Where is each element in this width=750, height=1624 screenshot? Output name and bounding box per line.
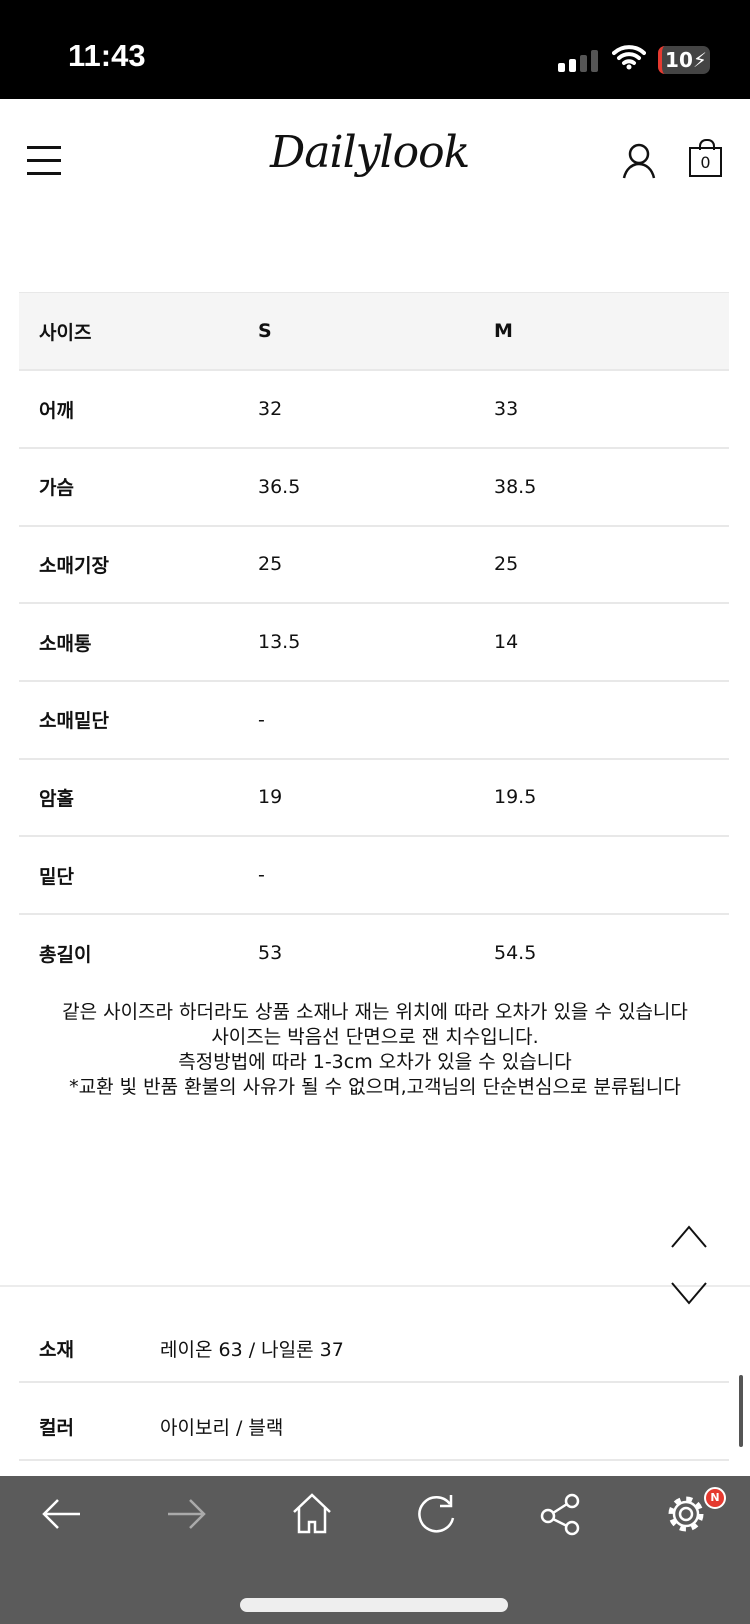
scroll-down-icon[interactable] — [670, 1275, 708, 1313]
size-notes: 같은 사이즈라 하더라도 상품 소재나 재는 위치에 따라 오차가 있을 수 있… — [0, 1000, 750, 1100]
note-line: 사이즈는 박음선 단면으로 잰 치수입니다. — [211, 1026, 539, 1048]
cell-label: 암홀 — [19, 758, 258, 838]
cart-count: 0 — [700, 153, 711, 172]
back-arrow-icon[interactable] — [40, 1492, 84, 1536]
header-cell: M — [494, 292, 729, 372]
status-bar: 11:43 10⚡ — [0, 0, 750, 99]
cell-label: 소매통 — [19, 603, 258, 682]
color-label: 컬러 — [39, 1417, 74, 1439]
table-row: 어깨 32 33 — [19, 370, 729, 449]
cell-m: 38.5 — [494, 447, 729, 527]
cell-m — [494, 680, 729, 760]
size-table: 사이즈 S M 어깨 32 33 가슴 36.5 38.5 소매기장 25 25 소매통 13… — [19, 292, 729, 992]
cell-s: 32 — [258, 370, 494, 449]
table-row: 소매기장 25 25 — [19, 525, 729, 605]
hamburger-menu-icon[interactable] — [27, 146, 61, 185]
note-line: 같은 사이즈라 하더라도 상품 소재나 재는 위치에 따라 오차가 있을 수 있… — [62, 1001, 688, 1023]
cell-label: 밑단 — [19, 836, 258, 915]
logo[interactable]: Dailylook — [270, 127, 470, 178]
divider — [0, 1285, 750, 1287]
material-value: 레이온 63 / 나일론 37 — [160, 1339, 344, 1361]
cell-s: 19 — [258, 758, 494, 838]
table-header-row: 사이즈 S M — [19, 292, 729, 372]
home-indicator[interactable] — [240, 1598, 508, 1612]
header-cell: S — [258, 292, 494, 372]
wifi-icon — [612, 45, 646, 70]
cell-label: 가슴 — [19, 447, 258, 527]
cell-m: 19.5 — [494, 758, 729, 838]
color-value: 아이보리 / 블랙 — [160, 1417, 284, 1439]
settings-gear-icon[interactable] — [664, 1492, 708, 1536]
cell-label: 어깨 — [19, 370, 258, 449]
cell-s: 36.5 — [258, 447, 494, 527]
site-header: Dailylook 0 — [0, 99, 750, 209]
cell-s: - — [258, 836, 494, 915]
cell-s: - — [258, 680, 494, 760]
cell-s: 53 — [258, 942, 283, 965]
scrollbar[interactable] — [739, 1375, 743, 1447]
forward-arrow-icon[interactable] — [164, 1492, 208, 1536]
cart-icon[interactable]: 0 — [689, 139, 722, 177]
share-icon[interactable] — [540, 1492, 584, 1536]
material-label: 소재 — [39, 1339, 74, 1361]
cell-m: 33 — [494, 370, 729, 449]
cell-m — [494, 836, 729, 915]
cell-m: 14 — [494, 603, 729, 682]
note-line: 측정방법에 따라 1-3cm 오차가 있을 수 있습니다 — [178, 1051, 572, 1073]
header-cell: 사이즈 — [19, 292, 258, 372]
home-icon[interactable] — [290, 1492, 334, 1536]
battery-icon: 10⚡ — [658, 46, 710, 74]
cell-label: 소매기장 — [19, 525, 258, 605]
table-row: 총길이 53 54.5 — [19, 914, 729, 992]
cell-label: 소매밑단 — [19, 680, 258, 760]
notification-badge: N — [704, 1487, 726, 1509]
signal-icon — [558, 50, 598, 72]
table-row: 암홀 19 19.5 — [19, 758, 729, 838]
material-row: 소재 레이온 63 / 나일론 37 — [19, 1305, 729, 1383]
scroll-up-icon[interactable] — [670, 1217, 708, 1255]
battery-level: 10 — [665, 48, 693, 72]
browser-toolbar — [0, 1476, 750, 1624]
cell-s: 13.5 — [258, 603, 494, 682]
table-row: 가슴 36.5 38.5 — [19, 447, 729, 527]
cell-m: 25 — [494, 525, 729, 605]
clock: 11:43 — [68, 38, 146, 73]
cell-s: 25 — [258, 525, 494, 605]
note-line: *교환 빛 반품 환불의 사유가 될 수 없으며,고객님의 단순변심으로 분류됩… — [69, 1076, 681, 1098]
user-icon[interactable] — [622, 143, 656, 179]
color-row: 컬러 아이보리 / 블랙 — [19, 1383, 729, 1461]
cell-label: 총길이 — [39, 943, 92, 966]
cell-m: 54.5 — [494, 942, 537, 965]
table-row: 소매통 13.5 14 — [19, 603, 729, 682]
table-row: 소매밑단 - — [19, 680, 729, 760]
refresh-icon[interactable] — [414, 1492, 458, 1536]
table-row: 밑단 - — [19, 836, 729, 915]
